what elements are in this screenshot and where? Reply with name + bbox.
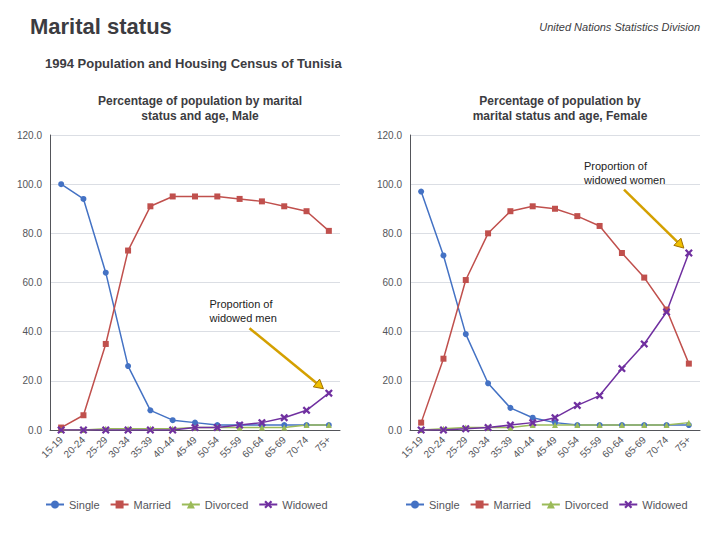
svg-text:Widowed: Widowed bbox=[642, 499, 687, 511]
svg-text:0.0: 0.0 bbox=[28, 425, 42, 436]
svg-text:20-24: 20-24 bbox=[62, 434, 88, 460]
svg-text:80.0: 80.0 bbox=[383, 228, 403, 239]
svg-text:25-29: 25-29 bbox=[84, 434, 110, 460]
svg-text:35-39: 35-39 bbox=[128, 434, 154, 460]
svg-text:50-54: 50-54 bbox=[555, 434, 581, 460]
svg-text:30-34: 30-34 bbox=[106, 434, 132, 460]
svg-text:status and age, Male: status and age, Male bbox=[141, 109, 259, 123]
svg-text:20.0: 20.0 bbox=[383, 375, 403, 386]
svg-text:Married: Married bbox=[134, 499, 171, 511]
svg-text:65-69: 65-69 bbox=[262, 434, 288, 460]
svg-text:20.0: 20.0 bbox=[23, 375, 43, 386]
svg-text:80.0: 80.0 bbox=[23, 228, 43, 239]
svg-text:100.0: 100.0 bbox=[17, 179, 42, 190]
svg-text:50-54: 50-54 bbox=[195, 434, 221, 460]
svg-text:45-49: 45-49 bbox=[533, 434, 559, 460]
svg-text:75+: 75+ bbox=[313, 434, 333, 454]
svg-text:0.0: 0.0 bbox=[388, 425, 402, 436]
svg-text:widowed men: widowed men bbox=[209, 312, 277, 324]
svg-text:15-19: 15-19 bbox=[399, 434, 425, 460]
svg-text:Percentage of population by ma: Percentage of population by marital bbox=[98, 94, 302, 108]
svg-text:1994 Population and Housing Ce: 1994 Population and Housing Census of Tu… bbox=[45, 56, 342, 71]
svg-text:Proportion of: Proportion of bbox=[210, 298, 274, 310]
svg-text:40.0: 40.0 bbox=[23, 326, 43, 337]
svg-text:55-59: 55-59 bbox=[578, 434, 604, 460]
svg-text:100.0: 100.0 bbox=[377, 179, 402, 190]
svg-text:30-34: 30-34 bbox=[466, 434, 492, 460]
svg-text:Single: Single bbox=[429, 499, 460, 511]
svg-text:marital status and age, Female: marital status and age, Female bbox=[473, 109, 648, 123]
svg-text:United Nations Statistics Divi: United Nations Statistics Division bbox=[539, 21, 700, 33]
svg-text:20-24: 20-24 bbox=[422, 434, 448, 460]
svg-text:60-64: 60-64 bbox=[240, 434, 266, 460]
svg-text:120.0: 120.0 bbox=[17, 130, 42, 141]
svg-text:70-74: 70-74 bbox=[285, 434, 311, 460]
svg-text:40-44: 40-44 bbox=[511, 434, 537, 460]
svg-text:70-74: 70-74 bbox=[645, 434, 671, 460]
svg-text:60-64: 60-64 bbox=[600, 434, 626, 460]
svg-text:45-49: 45-49 bbox=[173, 434, 199, 460]
svg-text:60.0: 60.0 bbox=[383, 277, 403, 288]
svg-text:25-29: 25-29 bbox=[444, 434, 470, 460]
svg-text:40.0: 40.0 bbox=[383, 326, 403, 337]
svg-text:widowed women: widowed women bbox=[583, 174, 665, 186]
svg-text:Widowed: Widowed bbox=[282, 499, 327, 511]
svg-text:Single: Single bbox=[69, 499, 100, 511]
svg-text:120.0: 120.0 bbox=[377, 130, 402, 141]
svg-text:Percentage of population by: Percentage of population by bbox=[479, 94, 641, 108]
svg-text:15-19: 15-19 bbox=[39, 434, 65, 460]
svg-text:60.0: 60.0 bbox=[23, 277, 43, 288]
svg-text:Married: Married bbox=[494, 499, 531, 511]
svg-text:65-69: 65-69 bbox=[622, 434, 648, 460]
svg-text:Divorced: Divorced bbox=[205, 499, 248, 511]
svg-text:Marital status: Marital status bbox=[30, 14, 172, 39]
svg-text:75+: 75+ bbox=[673, 434, 693, 454]
svg-text:Proportion of: Proportion of bbox=[584, 160, 648, 172]
svg-text:40-44: 40-44 bbox=[151, 434, 177, 460]
svg-text:Divorced: Divorced bbox=[565, 499, 608, 511]
svg-text:55-59: 55-59 bbox=[218, 434, 244, 460]
svg-text:35-39: 35-39 bbox=[488, 434, 514, 460]
